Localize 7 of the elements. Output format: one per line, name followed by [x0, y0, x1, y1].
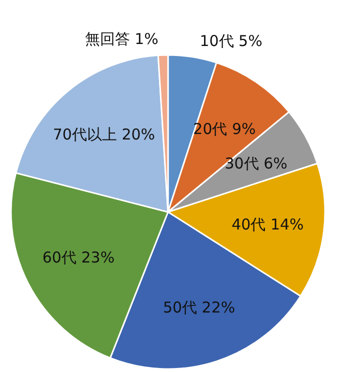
slice-label: 無回答 1%: [84, 30, 158, 48]
slice-label: 10代 5%: [200, 32, 262, 50]
slice-label: 60代 23%: [42, 248, 115, 267]
slice-label: 30代 6%: [224, 154, 288, 173]
slice-label: 70代以上 20%: [52, 126, 156, 144]
slice-label: 40代 14%: [232, 216, 304, 234]
slice-label: 50代 22%: [162, 298, 236, 317]
